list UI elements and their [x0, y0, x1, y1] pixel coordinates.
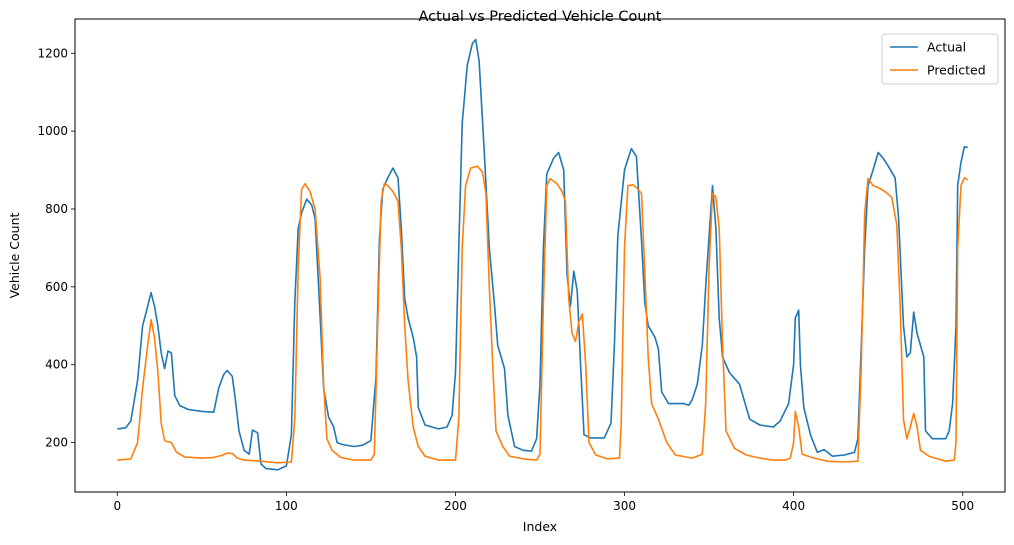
- legend: Actual Predicted: [881, 33, 999, 85]
- series-layer: [117, 38, 969, 471]
- series-line-actual: [117, 38, 968, 471]
- plot-frame: [74, 18, 1006, 493]
- y-axis-title: Vehicle Count: [7, 213, 22, 299]
- y-tick-label: 1200: [37, 46, 68, 60]
- y-axis: 200 400 600 800 1000 1200: [37, 46, 75, 450]
- x-axis: 0 100 200 300 400 500: [113, 492, 974, 513]
- y-tick-label: 200: [45, 436, 68, 450]
- legend-label-actual: Actual: [927, 40, 966, 55]
- y-tick-label: 600: [45, 280, 68, 294]
- x-tick-label: 0: [113, 499, 121, 513]
- legend-label-predicted: Predicted: [927, 63, 986, 78]
- x-tick-label: 300: [613, 499, 636, 513]
- x-tick-label: 100: [275, 499, 298, 513]
- y-tick-label: 400: [45, 358, 68, 372]
- x-tick-label: 200: [444, 499, 467, 513]
- x-tick-label: 400: [782, 499, 805, 513]
- x-tick-label: 500: [951, 499, 974, 513]
- chart-title: Actual vs Predicted Vehicle Count: [419, 9, 662, 25]
- x-axis-title: Index: [523, 519, 557, 534]
- series-line-predicted: [117, 165, 969, 464]
- y-tick-label: 1000: [37, 124, 68, 138]
- y-tick-label: 800: [45, 202, 68, 216]
